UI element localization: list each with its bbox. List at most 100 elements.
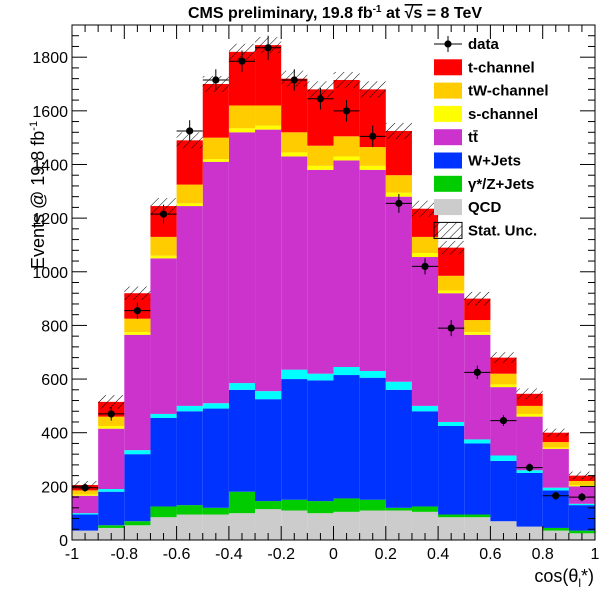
chart-title-main: CMS preliminary, 19.8 fb: [188, 5, 373, 22]
bar-tw-channel-2: [124, 318, 151, 333]
data-point-16: [499, 417, 508, 425]
bar-tw-channel-5: [202, 137, 229, 160]
bar-tw-channel-7: [255, 105, 282, 126]
bar-s-channel-16: [490, 384, 517, 388]
legend-label-tw-channel: tW-channel: [468, 83, 549, 100]
bar-s-channel-13: [411, 252, 439, 258]
x-axis-label: cos(θl*): [534, 566, 594, 590]
stat-unc-10: [333, 71, 360, 89]
bar-w-jets-14: [438, 426, 465, 515]
data-point-3: [159, 210, 168, 218]
bar-tt-15: [464, 334, 491, 440]
bar-tt-13: [411, 257, 439, 406]
bar-tw-channel-12: [385, 175, 412, 193]
bar-w-jets-3: [150, 417, 177, 507]
legend-label-z-jets: γ*/Z+Jets: [468, 176, 534, 193]
legend-label-w-jets: W+Jets: [468, 153, 521, 170]
bar-w-jets-5: [202, 408, 229, 508]
bar-w-jets-light-3: [150, 413, 177, 418]
chart-title-end: = 8 TeV: [422, 5, 482, 22]
bar-w-jets-4: [176, 411, 203, 506]
legend-label-s-channel: s-channel: [468, 106, 538, 123]
bar-s-channel-18: [542, 447, 569, 449]
bar-w-jets-light-2: [124, 450, 151, 455]
bar-tt-9: [307, 169, 334, 374]
bar-w-jets-16: [490, 460, 517, 522]
y-axis-label-text: Events @ 19.8 fb: [28, 131, 48, 269]
bar-tw-channel-17: [516, 405, 543, 414]
bar-w-jets-light-18: [542, 487, 569, 491]
bar-tw-channel-11: [359, 147, 386, 166]
x-tick-label-7: 0.4: [427, 546, 449, 563]
legend-swatch-z-jets: [434, 175, 462, 192]
bar-w-jets-9: [307, 380, 334, 502]
x-tick-label-3: -0.4: [215, 546, 243, 563]
y-tick-label-4: 800: [41, 318, 68, 335]
bar-qcd-14: [438, 517, 465, 540]
bar-s-channel-6: [228, 128, 256, 133]
stat-unc-2: [124, 286, 151, 300]
bar-z-jets-5: [202, 507, 229, 515]
bar-z-jets-14: [438, 514, 465, 518]
x-tick-label-2: -0.6: [163, 546, 191, 563]
x-axis-label-text: cos(θ: [534, 566, 578, 586]
bar-w-jets-light-11: [359, 371, 386, 378]
bar-t-channel-18: [542, 432, 569, 443]
bar-tw-channel-16: [490, 373, 517, 385]
bar-tt-2: [124, 334, 151, 451]
bar-s-channel-1: [98, 426, 125, 429]
bar-tt-11: [359, 169, 386, 372]
bar-tt-17: [516, 416, 543, 471]
bar-w-jets-6: [228, 389, 256, 492]
legend-label-stat-unc: Stat. Unc.: [468, 222, 537, 239]
x-tick-label-1: -0.8: [111, 546, 139, 563]
x-tick-label-10: 1: [591, 546, 600, 563]
data-point-12: [395, 199, 403, 207]
bar-tw-channel-15: [464, 320, 491, 333]
y-tick-label-5: 1000: [32, 265, 68, 282]
bar-tt-3: [150, 258, 177, 414]
bar-tw-channel-10: [333, 136, 360, 157]
bar-s-channel-19: [568, 485, 595, 487]
legend-swatch-tw-channel: [434, 82, 462, 99]
stat-unc-14: [438, 240, 465, 255]
data-point-7: [264, 44, 272, 52]
bar-w-jets-light-0: [72, 513, 99, 515]
bar-w-jets-12: [385, 389, 412, 508]
bar-z-jets-1: [98, 525, 125, 528]
stat-unc-19: [568, 471, 595, 480]
stat-unc-17: [516, 388, 543, 400]
bar-z-jets-10: [333, 498, 360, 512]
bar-tw-channel-18: [542, 442, 569, 448]
data-point-6: [238, 57, 246, 65]
chart-title-sup: -1: [373, 4, 382, 15]
bar-z-jets-12: [385, 507, 412, 511]
bar-tw-channel-1: [98, 416, 125, 427]
bar-z-jets-9: [307, 501, 334, 514]
legend-data-marker: [444, 40, 452, 48]
bar-s-channel-17: [516, 413, 543, 417]
bar-s-channel-2: [124, 332, 151, 335]
y-axis-label-sup: -1: [28, 121, 40, 131]
bar-tt-5: [202, 161, 229, 404]
data-point-10: [342, 107, 351, 115]
bar-s-channel-0: [72, 494, 99, 496]
bar-t-channel-5: [202, 84, 229, 138]
bar-tt-1: [98, 428, 125, 490]
stat-unc-11: [359, 81, 386, 98]
data-point-13: [421, 262, 429, 271]
stat-unc-15: [464, 291, 491, 306]
bar-z-jets-7: [255, 501, 282, 510]
stat-unc-12: [385, 122, 412, 139]
data-point-17: [526, 463, 534, 472]
bar-tw-channel-9: [307, 145, 334, 166]
chart-title-sqrt: √s: [405, 5, 423, 22]
bar-tw-channel-19: [568, 480, 595, 486]
bar-w-jets-light-6: [228, 383, 256, 390]
legend-label-data: data: [468, 36, 500, 53]
bar-s-channel-7: [255, 125, 282, 130]
bar-qcd-3: [150, 517, 177, 540]
data-point-0: [81, 484, 89, 492]
bar-w-jets-10: [333, 375, 360, 499]
x-tick-label-6: 0.2: [375, 546, 397, 563]
